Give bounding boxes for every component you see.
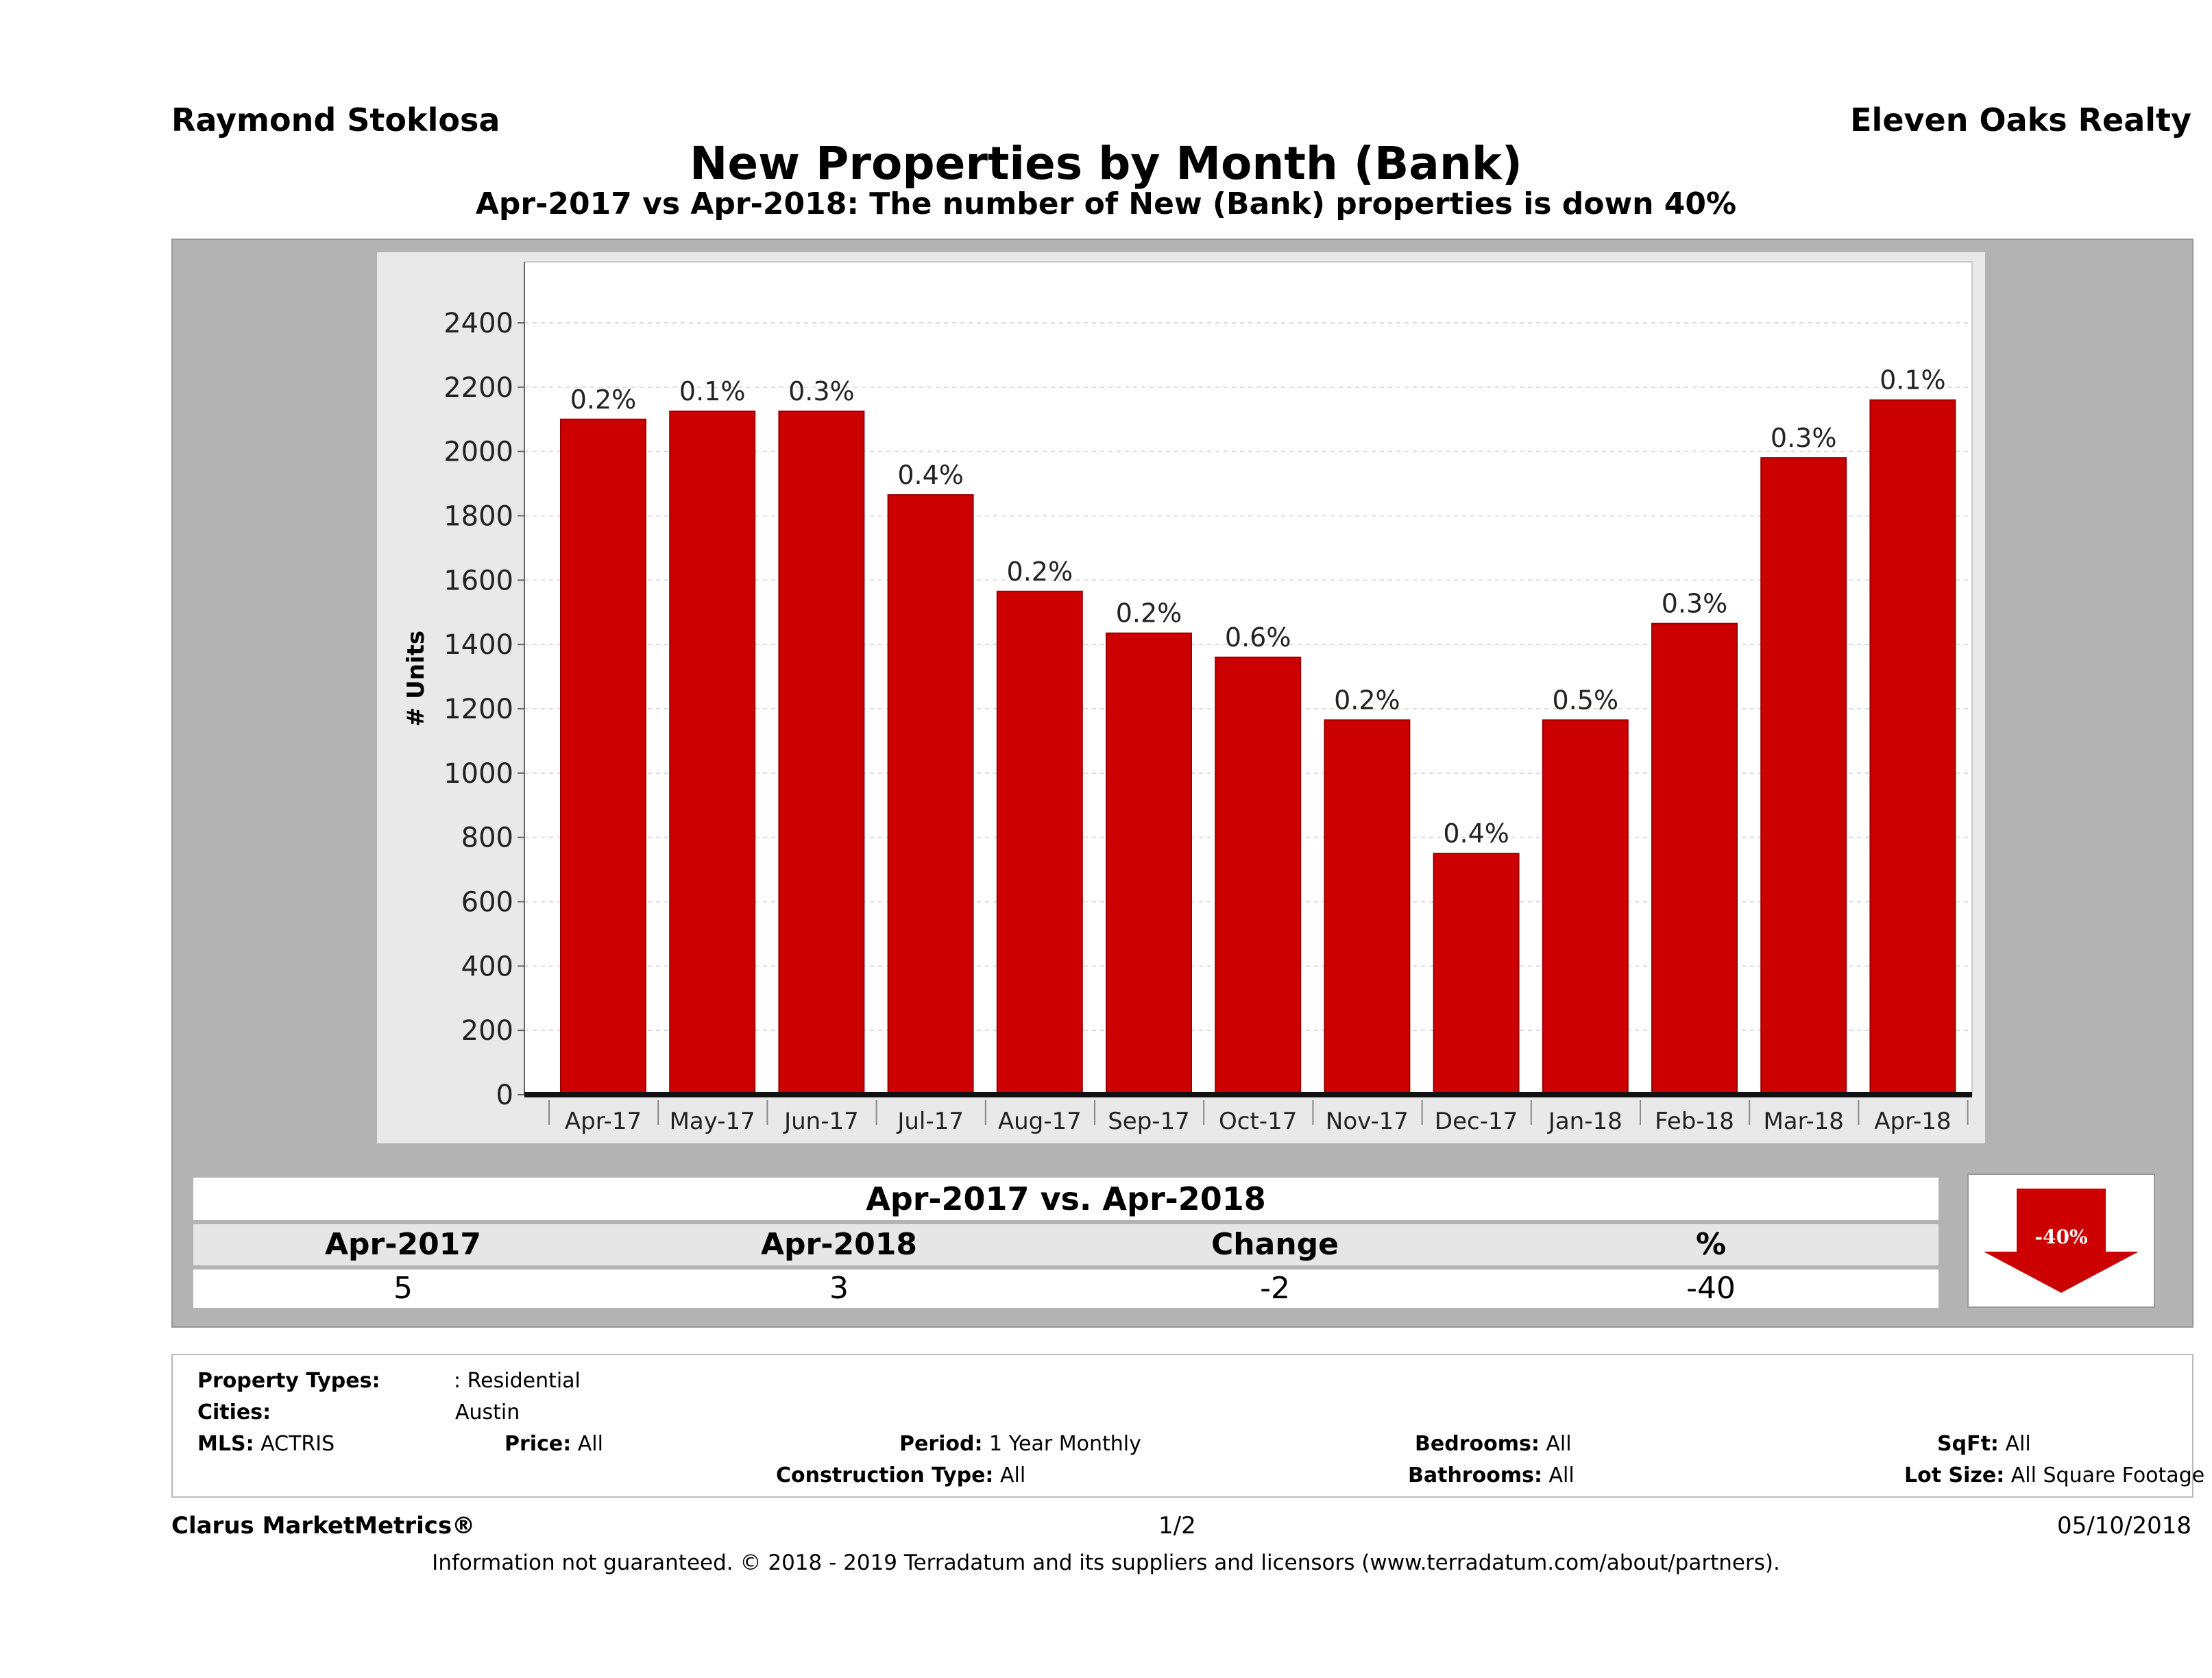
bar (1869, 399, 1956, 1095)
y-tick-label: 400 (461, 951, 513, 982)
bar-data-label: 0.6% (1225, 622, 1291, 653)
summary-values-row: 5 3 -2 -40 (193, 1269, 1938, 1308)
bar (1433, 853, 1520, 1095)
bar (996, 590, 1083, 1095)
filter-period: Period: 1 Year Monthly (899, 1432, 1141, 1456)
filter-mls: MLS: ACTRIS (197, 1432, 335, 1456)
x-tick-label: Oct-17 (1219, 1108, 1297, 1135)
filter-price: Price: All (505, 1432, 603, 1456)
filter-lot-size: Lot Size: All Square Footage (1904, 1463, 2205, 1487)
y-tick-label: 2200 (443, 372, 513, 404)
y-tick-label: 2000 (443, 437, 513, 468)
filter-bedrooms: Bedrooms: All (1415, 1432, 1572, 1456)
filter-sqft: SqFt: All (1937, 1432, 2031, 1456)
bar (1106, 632, 1192, 1095)
bar (1542, 719, 1629, 1095)
y-tick-label: 1400 (443, 629, 513, 661)
x-tick-label: Jan-18 (1547, 1108, 1622, 1135)
bar-data-label: 0.2% (1334, 685, 1400, 715)
agent-name: Raymond Stoklosa (171, 101, 500, 138)
bar-data-label: 0.2% (1007, 557, 1073, 587)
x-tick-label: Feb-18 (1655, 1108, 1734, 1135)
x-tick-label: Apr-18 (1874, 1108, 1951, 1135)
y-tick-label: 1800 (443, 501, 513, 533)
x-tick-label: Jun-17 (783, 1108, 859, 1135)
y-tick-label: 200 (461, 1015, 513, 1047)
y-tick-label: 800 (461, 823, 513, 854)
brokerage-name: Eleven Oaks Realty (1850, 101, 2191, 138)
y-axis-label: # Units (402, 631, 430, 727)
bar (778, 411, 865, 1095)
x-tick-label: Sep-17 (1108, 1108, 1190, 1135)
bar-data-label: 0.1% (679, 376, 746, 406)
filter-panel: Property Types: : Residential Cities: Au… (171, 1354, 2204, 1498)
y-tick-label: 2400 (443, 308, 513, 339)
bar (1760, 457, 1847, 1095)
bar (669, 411, 756, 1095)
bar-data-label: 0.1% (1880, 365, 1946, 396)
change-badge: -40% (1967, 1174, 2155, 1308)
summary-header-percent: % (1695, 1227, 1727, 1262)
summary-header-apr2017: Apr-2017 (325, 1227, 481, 1262)
y-tick-label: 1600 (443, 565, 513, 596)
x-tick-label: Aug-17 (998, 1108, 1082, 1135)
bar-data-label: 0.3% (1771, 423, 1837, 453)
x-tick-label: Nov-17 (1326, 1108, 1409, 1135)
footer-page-number: 1/2 (1158, 1512, 1196, 1540)
summary-title: Apr-2017 vs. Apr-2018 (193, 1178, 1938, 1220)
bar-data-label: 0.2% (1116, 598, 1182, 629)
bar-data-label: 0.3% (788, 376, 855, 406)
footer-brand: Clarus MarketMetrics® (171, 1512, 476, 1540)
y-tick-label: 600 (461, 887, 513, 919)
x-tick-label: Jul-17 (896, 1108, 964, 1135)
down-arrow-icon: -40% (1984, 1189, 2139, 1293)
bar (1651, 622, 1738, 1095)
summary-header-row: Apr-2017 Apr-2018 Change % (193, 1224, 1938, 1265)
bar-data-label: 0.4% (897, 460, 964, 490)
x-tick-label: Mar-18 (1763, 1108, 1844, 1135)
footer-date: 05/10/2018 (2057, 1512, 2191, 1540)
filter-cities: Cities: (197, 1400, 271, 1424)
bar-data-label: 0.5% (1553, 685, 1619, 715)
summary-value-apr2018: 3 (829, 1271, 849, 1306)
filter-cities-value: Austin (455, 1400, 520, 1424)
chart-title: New Properties by Month (Bank) (690, 137, 1522, 190)
x-tick-label: Apr-17 (565, 1108, 642, 1135)
filter-bathrooms: Bathrooms: All (1408, 1463, 1575, 1487)
bar (1324, 719, 1411, 1095)
x-tick-label: Dec-17 (1435, 1108, 1518, 1135)
x-tick-label: May-17 (670, 1108, 755, 1135)
summary-value-apr2017: 5 (393, 1271, 413, 1306)
y-tick-label: 1200 (443, 694, 513, 725)
bar-data-label: 0.4% (1443, 818, 1509, 849)
filter-property-types-value: : Residential (454, 1369, 581, 1393)
summary-header-change: Change (1211, 1227, 1339, 1262)
summary-header-apr2018: Apr-2018 (761, 1227, 917, 1262)
summary-value-change: -2 (1260, 1271, 1290, 1306)
change-badge-label: -40% (2034, 1226, 2087, 1248)
bar (1215, 656, 1302, 1095)
chart-subtitle: Apr-2017 vs Apr-2018: The number of New … (475, 186, 1737, 221)
bar-data-label: 0.3% (1662, 589, 1728, 619)
bar-data-label: 0.2% (570, 385, 637, 415)
bar (560, 418, 646, 1095)
summary-value-percent: -40 (1686, 1271, 1736, 1306)
filter-construction: Construction Type: All (776, 1463, 1026, 1487)
filter-property-types: Property Types: (197, 1369, 380, 1393)
bar (887, 494, 974, 1095)
footer-disclaimer: Information not guaranteed. © 2018 - 201… (432, 1551, 1780, 1575)
y-tick-label: 1000 (443, 758, 513, 790)
y-tick-label: 0 (496, 1080, 513, 1111)
